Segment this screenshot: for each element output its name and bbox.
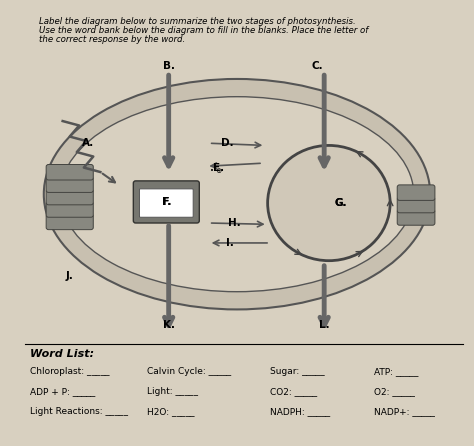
Text: Word List:: Word List:	[30, 349, 94, 359]
FancyBboxPatch shape	[46, 177, 93, 192]
Text: • ⊕: • ⊕	[210, 168, 222, 173]
Text: C.: C.	[311, 61, 323, 70]
FancyBboxPatch shape	[46, 214, 93, 230]
FancyBboxPatch shape	[46, 189, 93, 205]
Text: the correct response by the word.: the correct response by the word.	[39, 35, 185, 44]
Text: F.: F.	[162, 197, 171, 207]
Text: F.: F.	[162, 197, 171, 207]
Text: H2O: _____: H2O: _____	[147, 407, 195, 416]
Text: I.: I.	[226, 238, 234, 248]
Text: H.: H.	[228, 218, 241, 228]
Text: ADP + P: _____: ADP + P: _____	[30, 387, 95, 396]
Text: Chloroplast: _____: Chloroplast: _____	[30, 367, 109, 376]
FancyBboxPatch shape	[397, 197, 435, 213]
Text: O2: _____: O2: _____	[374, 387, 415, 396]
FancyBboxPatch shape	[139, 189, 193, 217]
Circle shape	[268, 145, 390, 260]
FancyBboxPatch shape	[397, 185, 435, 200]
FancyBboxPatch shape	[133, 181, 199, 223]
FancyBboxPatch shape	[397, 210, 435, 225]
Text: ATP: _____: ATP: _____	[374, 367, 418, 376]
Text: L.: L.	[319, 320, 329, 330]
Text: G.: G.	[335, 198, 347, 208]
Text: Label the diagram below to summarize the two stages of photosynthesis.: Label the diagram below to summarize the…	[39, 17, 356, 26]
Ellipse shape	[44, 79, 430, 310]
Ellipse shape	[60, 97, 414, 292]
Text: Use the word bank below the diagram to fill in the blanks. Place the letter of: Use the word bank below the diagram to f…	[39, 26, 368, 35]
Text: K.: K.	[163, 320, 175, 330]
Text: E.: E.	[212, 163, 224, 173]
Text: CO2: _____: CO2: _____	[270, 387, 317, 396]
Text: Light Reactions: _____: Light Reactions: _____	[30, 407, 128, 416]
Text: A.: A.	[82, 138, 95, 148]
FancyBboxPatch shape	[46, 165, 93, 180]
Text: Sugar: _____: Sugar: _____	[270, 367, 325, 376]
Text: Light: _____: Light: _____	[147, 387, 199, 396]
Text: G.: G.	[335, 198, 347, 208]
FancyBboxPatch shape	[46, 202, 93, 217]
Text: D.: D.	[221, 138, 234, 148]
Text: NADPH: _____: NADPH: _____	[270, 407, 330, 416]
Text: NADP+: _____: NADP+: _____	[374, 407, 435, 416]
Text: B.: B.	[163, 61, 175, 70]
Text: J.: J.	[66, 271, 73, 281]
Text: Calvin Cycle: _____: Calvin Cycle: _____	[147, 367, 232, 376]
